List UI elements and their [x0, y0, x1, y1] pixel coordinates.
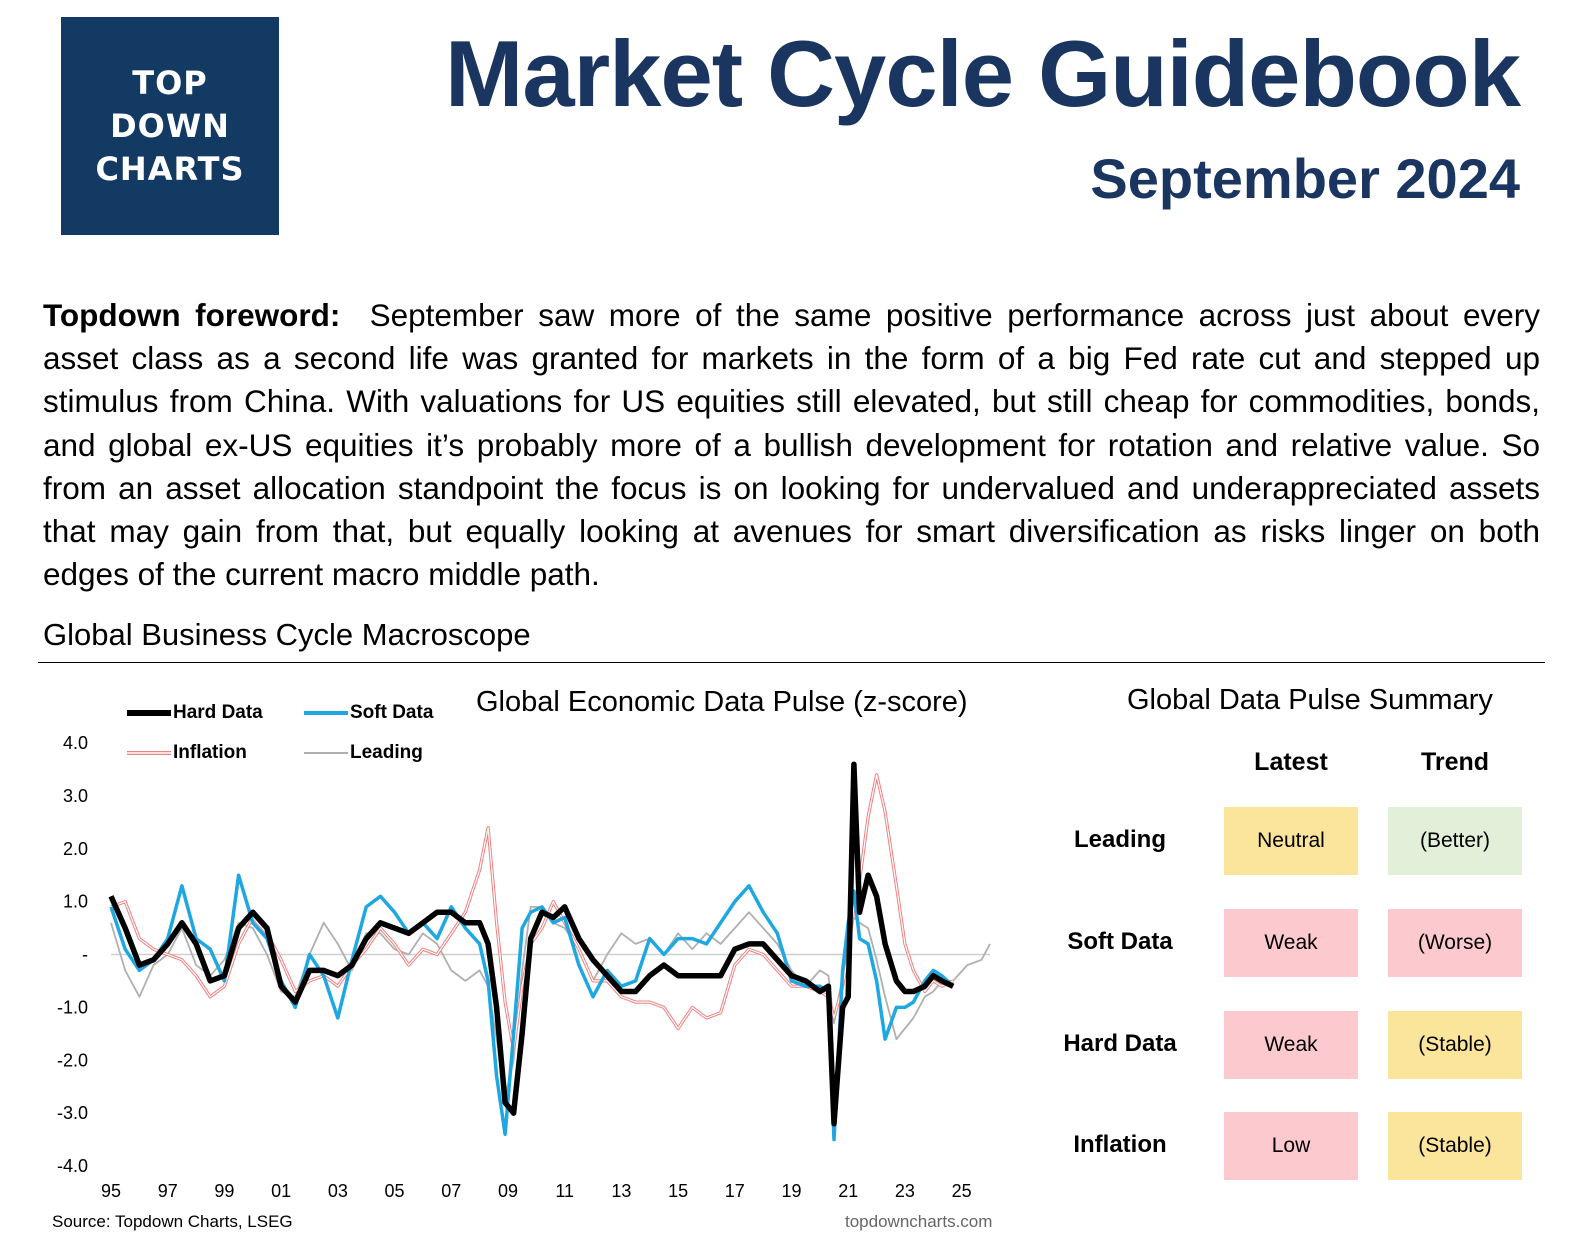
- summary-cell-soft-data-trend: (Worse): [1388, 909, 1522, 977]
- summary-cell-leading-latest: Neutral: [1224, 807, 1358, 875]
- page-title: Market Cycle Guidebook: [445, 21, 1521, 126]
- x-tick-label: 09: [498, 1181, 518, 1200]
- chart-title: Global Economic Data Pulse (z-score): [476, 686, 968, 718]
- summary-row-label-soft-data: Soft Data: [1067, 928, 1173, 955]
- y-tick-label: 1.0: [63, 892, 88, 912]
- logo-line-2: DOWN: [110, 106, 230, 145]
- legend-label-leading: Leading: [350, 742, 423, 763]
- page-subtitle: September 2024: [1090, 147, 1520, 210]
- y-tick-label: -1.0: [57, 997, 88, 1017]
- summary-cell-hard-data-latest: Weak: [1224, 1011, 1358, 1079]
- x-tick-label: 07: [441, 1181, 461, 1200]
- legend-swatch-soft-data: [304, 711, 348, 715]
- summary-title: Global Data Pulse Summary: [1127, 684, 1493, 716]
- summary-row-label-inflation: Inflation: [1073, 1131, 1167, 1158]
- summary-row-label-hard-data: Hard Data: [1063, 1030, 1177, 1057]
- logo: TOP DOWN CHARTS: [61, 17, 279, 235]
- foreword-text: September saw more of the same positive …: [43, 297, 1541, 593]
- x-tick-label: 15: [668, 1181, 688, 1200]
- y-tick-label: -4.0: [57, 1156, 88, 1176]
- x-tick-label: 95: [101, 1181, 121, 1200]
- summary-row-label-leading: Leading: [1073, 826, 1166, 853]
- summary-cell-inflation-latest: Low: [1224, 1112, 1358, 1180]
- x-tick-label: 11: [555, 1181, 574, 1200]
- legend-swatch-hard-data: [127, 710, 171, 716]
- logo-line-1: TOP: [132, 63, 208, 102]
- legend-label-hard-data: Hard Data: [173, 702, 263, 723]
- x-tick-label: 01: [271, 1181, 291, 1200]
- x-tick-label: 13: [611, 1181, 631, 1200]
- logo-line-3: CHARTS: [95, 149, 245, 188]
- x-tick-label: 25: [952, 1181, 972, 1200]
- x-tick-label: 23: [895, 1181, 915, 1200]
- summary-cell-soft-data-latest: Weak: [1224, 909, 1358, 977]
- data-pulse-chart: 4.0 3.0 2.0 1.0 - -1.0 -2.0 -3.0 -4.0 95 97 99 01 03 0…: [57, 733, 991, 1200]
- section-title: Global Business Cycle Macroscope: [43, 617, 531, 652]
- y-tick-label: -2.0: [57, 1050, 88, 1070]
- foreword-lead: Topdown foreword:: [43, 297, 341, 333]
- legend-leading: Leading: [302, 742, 423, 764]
- legend-label-soft-data: Soft Data: [350, 702, 434, 723]
- legend-label-inflation: Inflation: [173, 742, 247, 763]
- summary-cell-leading-trend: (Better): [1388, 807, 1522, 875]
- x-tick-label: 17: [725, 1181, 745, 1200]
- chart-source: Source: Topdown Charts, LSEG: [52, 1212, 293, 1231]
- x-tick-label: 97: [158, 1181, 178, 1200]
- y-tick-label: 3.0: [63, 786, 88, 806]
- summary-col-trend: Trend: [1420, 748, 1490, 776]
- legend-inflation: Inflation: [125, 742, 247, 764]
- chart-site: topdowncharts.com: [845, 1212, 993, 1231]
- x-tick-label: 21: [838, 1181, 858, 1200]
- section-divider: [38, 662, 1545, 663]
- foreword: Topdown foreword: September saw more of …: [43, 294, 1540, 596]
- legend-soft-data: Soft Data: [302, 702, 433, 724]
- x-tick-label: 05: [385, 1181, 405, 1200]
- summary-cell-hard-data-trend: (Stable): [1388, 1011, 1522, 1079]
- y-tick-label: 2.0: [63, 839, 88, 859]
- x-tick-label: 03: [328, 1181, 348, 1200]
- y-tick-label: -: [82, 945, 88, 965]
- summary-col-latest: Latest: [1254, 748, 1328, 776]
- x-tick-label: 99: [214, 1181, 234, 1200]
- y-tick-label: 4.0: [63, 733, 88, 753]
- legend-swatch-leading: [304, 752, 348, 754]
- legend-hard-data: Hard Data: [125, 702, 263, 724]
- x-tick-label: 19: [782, 1181, 802, 1200]
- legend-swatch-inflation: [127, 751, 171, 755]
- y-tick-label: -3.0: [57, 1103, 88, 1123]
- series-line-hard-data: [108, 761, 955, 1127]
- summary-cell-inflation-trend: (Stable): [1388, 1112, 1522, 1180]
